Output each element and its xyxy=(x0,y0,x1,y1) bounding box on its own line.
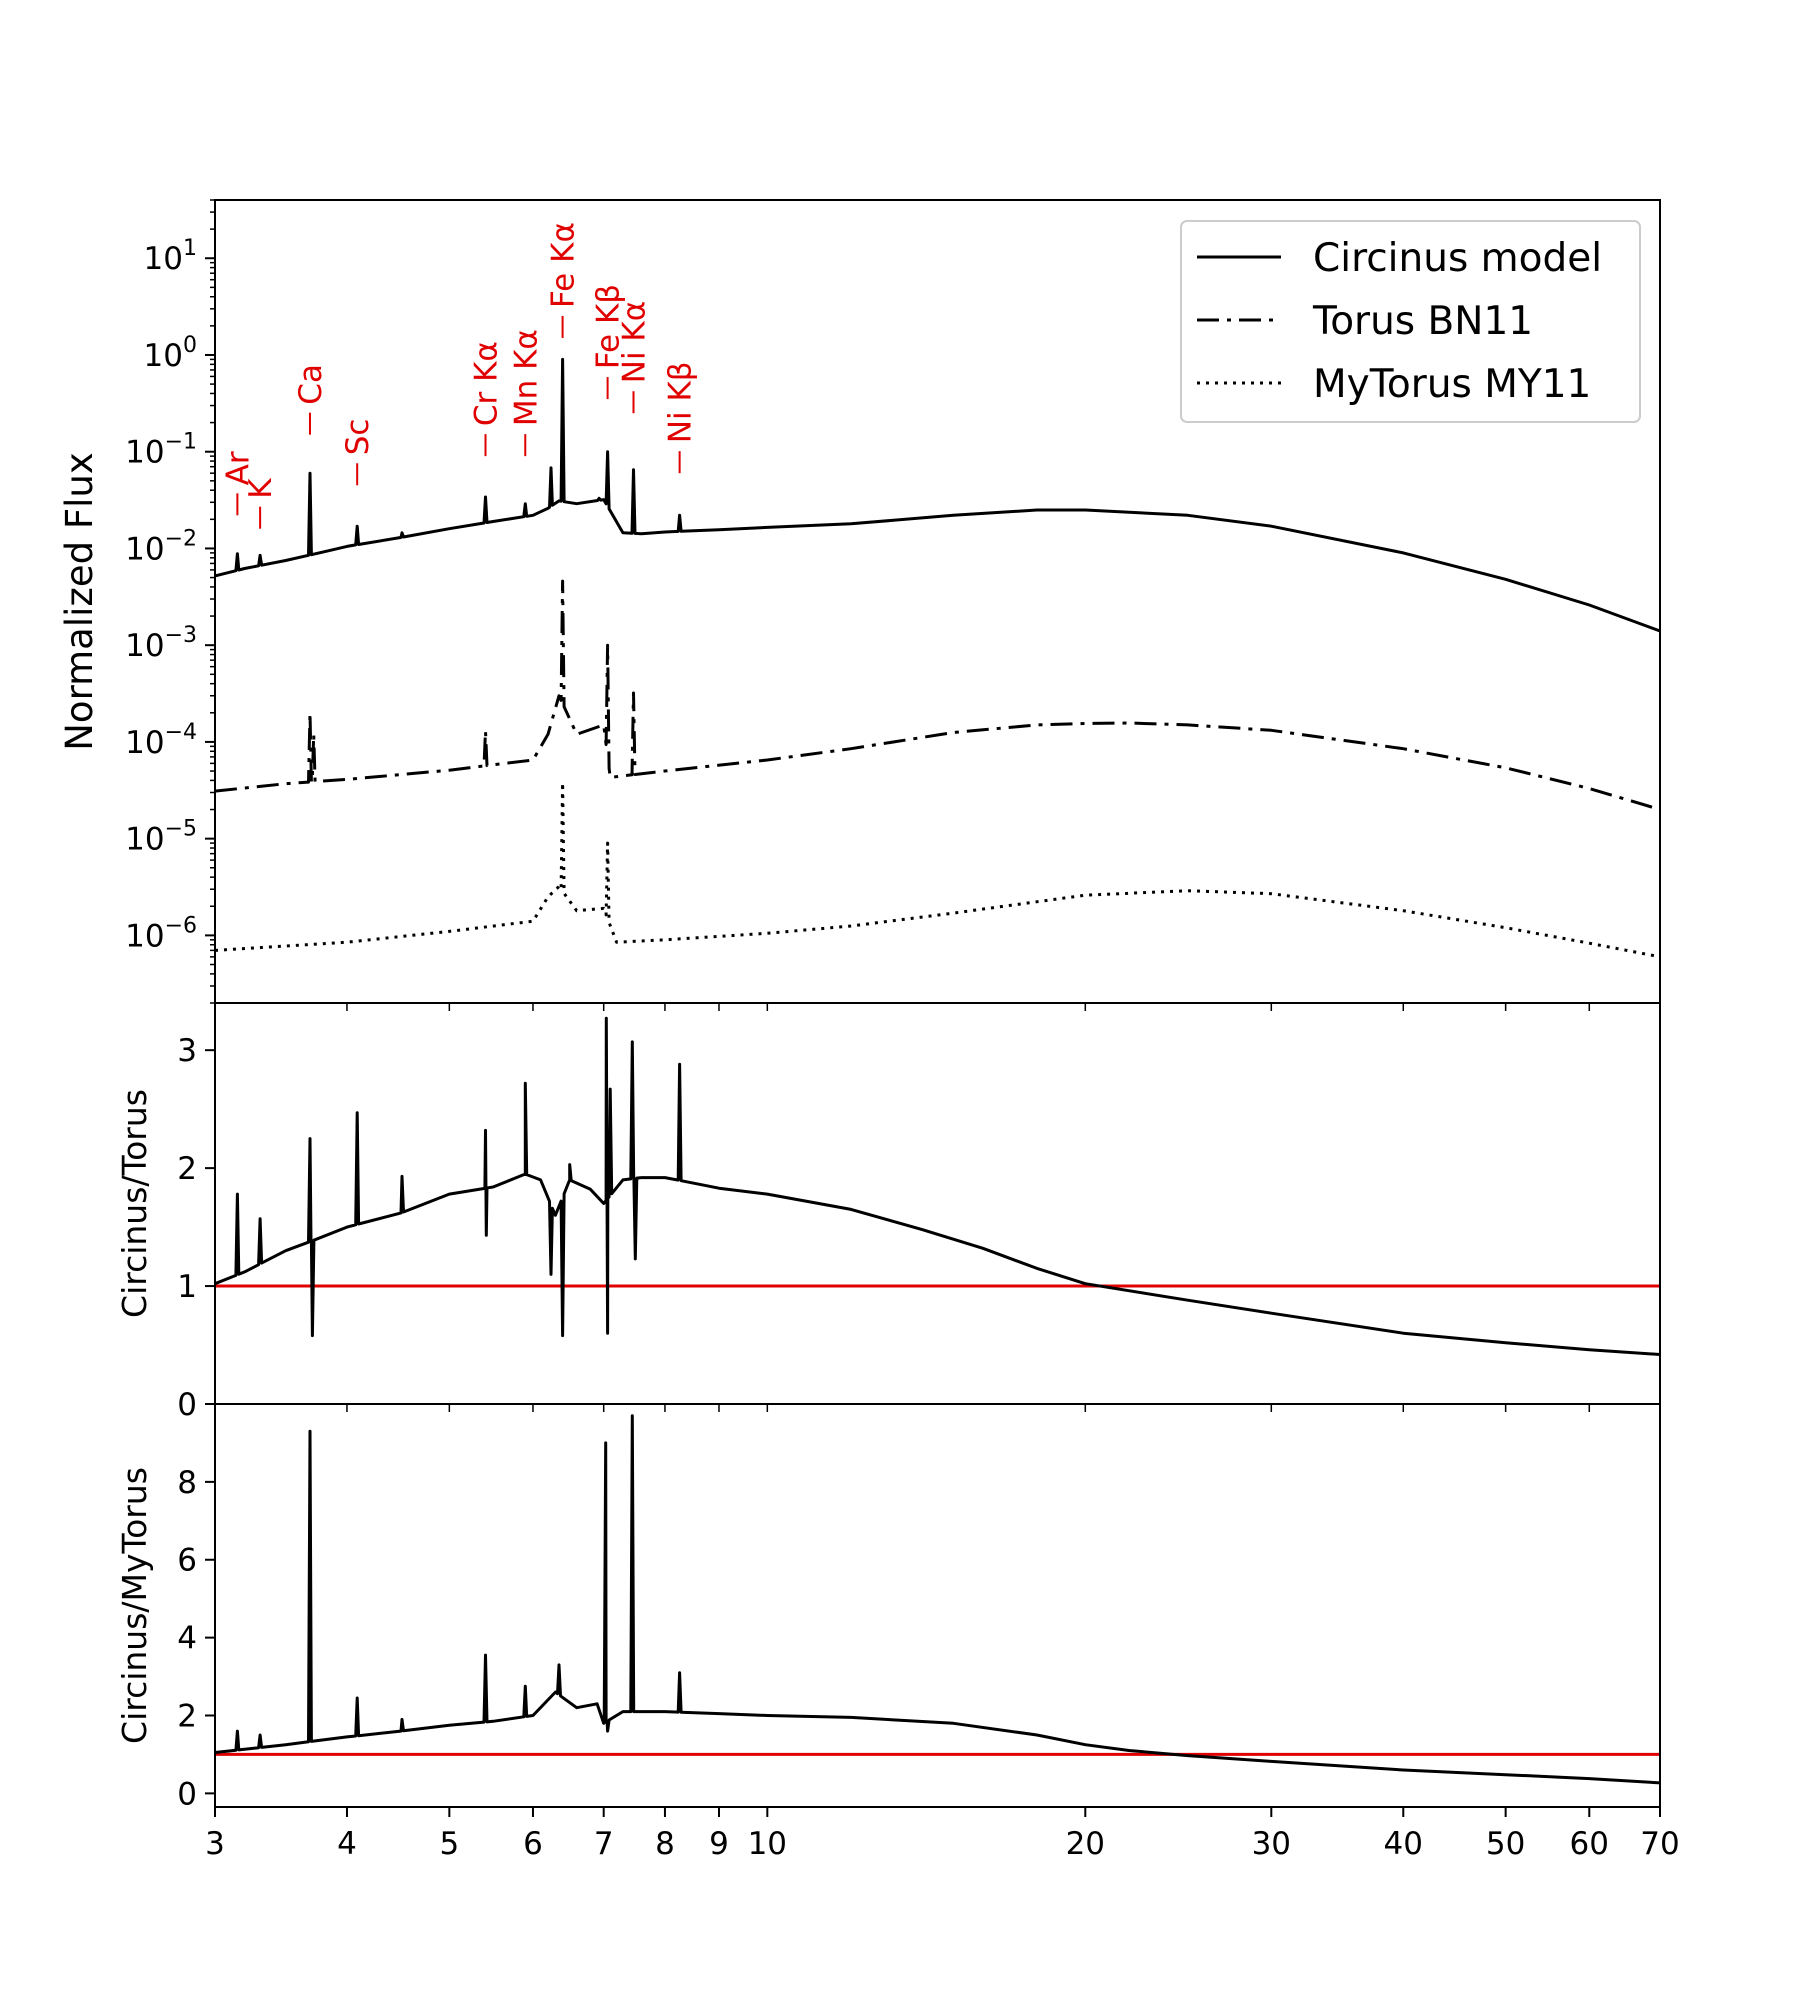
x-tick-label: 40 xyxy=(1384,1826,1423,1862)
bot-y-tick-label: 4 xyxy=(177,1621,197,1657)
top-y-tick-base: 10 xyxy=(144,241,183,277)
top-y-axis-label: Normalized Flux xyxy=(58,452,101,751)
bot-y-tick-label: 2 xyxy=(177,1698,197,1734)
mid-y-tick-label: 1 xyxy=(177,1269,197,1305)
mid-y-tick-label: 0 xyxy=(177,1387,197,1423)
mid-y-tick-label: 2 xyxy=(177,1151,197,1187)
x-tick-label: 6 xyxy=(523,1826,543,1862)
series-line-circinus-model xyxy=(214,357,1661,633)
top-y-tick-label: 10−5 xyxy=(125,817,197,858)
mid-y-ticks: 0 1 2 3 xyxy=(177,1033,215,1423)
legend-box xyxy=(1180,220,1641,423)
mid-ratio-line xyxy=(214,1016,1661,1356)
top-y-tick-exponent: −4 xyxy=(165,720,197,745)
x-ticks: 3 4 5 6 7 8 9 10 20 30 40 50 60 70 xyxy=(205,1003,1680,1862)
top-y-tick-exponent: 0 xyxy=(183,333,197,358)
x-tick-label: 7 xyxy=(594,1826,614,1862)
bot-series-group xyxy=(214,1414,1661,1785)
series-line-torus-bn11 xyxy=(214,579,1661,811)
annotation-label-ni-k: Ni Kβ xyxy=(663,361,699,443)
bot-y-tick-label: 0 xyxy=(177,1776,197,1812)
annotation-label-ar: Ar xyxy=(220,451,256,485)
x-tick-label: 10 xyxy=(748,1826,787,1862)
legend: Circinus model Torus BN11 MyTorus MY11 xyxy=(1180,220,1641,423)
x-tick-label: 9 xyxy=(709,1826,729,1862)
x-tick-label: 3 xyxy=(205,1826,225,1862)
top-y-tick-base: 10 xyxy=(125,435,164,471)
mid-y-tick-label: 3 xyxy=(177,1033,197,1069)
top-y-tick-label: 100 xyxy=(144,333,197,374)
top-y-tick-exponent: 1 xyxy=(183,236,197,261)
annotation-label-mn-k: Mn Kα xyxy=(508,329,544,426)
top-y-tick-base: 10 xyxy=(144,338,183,374)
bot-y-ticks: 0 2 4 6 8 xyxy=(177,1465,215,1812)
top-y-tick-base: 10 xyxy=(125,822,164,858)
top-y-tick-label: 10−4 xyxy=(125,720,197,761)
bot-y-tick-label: 6 xyxy=(177,1543,197,1579)
x-tick-label: 8 xyxy=(655,1826,675,1862)
annotation-label-ca: Ca xyxy=(293,364,329,405)
annotation-label-fe-k: Fe Kα xyxy=(546,222,582,308)
top-y-tick-base: 10 xyxy=(125,531,164,567)
annotation-label-k: K xyxy=(243,478,279,499)
annotation-label-sc: Sc xyxy=(340,419,376,456)
x-tick-label: 30 xyxy=(1252,1826,1291,1862)
top-y-tick-base: 10 xyxy=(125,628,164,664)
bot-y-axis-label: Circinus/MyTorus xyxy=(115,1467,154,1744)
legend-label-circinus: Circinus model xyxy=(1313,236,1602,281)
top-y-tick-base: 10 xyxy=(125,725,164,761)
mid-y-axis-label: Circinus/Torus xyxy=(115,1089,154,1318)
x-tick-label: 70 xyxy=(1640,1826,1679,1862)
x-tick-label: 20 xyxy=(1066,1826,1105,1862)
top-y-tick-label: 10−3 xyxy=(125,623,197,664)
legend-label-mytorus: MyTorus MY11 xyxy=(1313,362,1591,407)
bot-y-tick-label: 8 xyxy=(177,1465,197,1501)
top-y-tick-exponent: −5 xyxy=(165,817,197,842)
legend-label-torus: Torus BN11 xyxy=(1312,299,1533,344)
top-y-tick-exponent: −3 xyxy=(165,623,197,648)
x-tick-label: 60 xyxy=(1570,1826,1609,1862)
top-y-tick-base: 10 xyxy=(125,918,164,954)
top-y-tick-label: 10−6 xyxy=(125,913,197,954)
top-y-tick-label: 10−1 xyxy=(125,430,197,471)
panel-circinus-torus: 0 1 2 3 Circinus/Torus xyxy=(115,1002,1661,1423)
top-y-tick-label: 101 xyxy=(144,236,197,277)
top-y-tick-exponent: −1 xyxy=(165,430,197,455)
annotation-label-fe-k: Fe Kβ xyxy=(591,284,627,369)
top-y-tick-exponent: −6 xyxy=(165,913,197,938)
x-tick-label: 50 xyxy=(1486,1826,1525,1862)
bot-panel-frame xyxy=(214,1403,1661,1808)
x-tick-label: 5 xyxy=(439,1826,459,1862)
top-series-group xyxy=(214,357,1661,959)
bot-ratio-line xyxy=(214,1414,1661,1785)
annotation-label-ni-k: Ni Kα xyxy=(617,301,653,383)
top-y-tick-exponent: −2 xyxy=(165,526,197,551)
x-tick-label: 4 xyxy=(337,1826,357,1862)
mid-series-group xyxy=(214,1016,1661,1356)
annotation-label-cr-k: Cr Kα xyxy=(468,341,504,426)
top-y-tick-label: 10−2 xyxy=(125,526,197,567)
